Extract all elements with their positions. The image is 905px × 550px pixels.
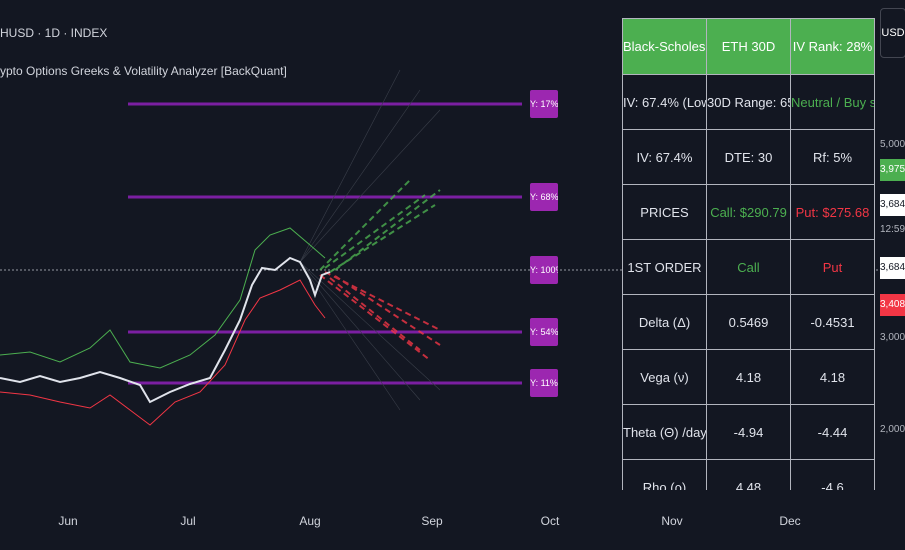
table-cell: Put [790,239,875,295]
price-label: 5,000. [880,139,905,150]
price-label: 3,000. [880,332,905,343]
projection-fan [299,69,441,411]
price-label: 3,684. [880,194,905,216]
level-label: Y: 11% [530,369,558,397]
table-cell: IV: 67.4% [622,129,707,185]
table-cell: -4.6 [790,459,875,490]
currency-button[interactable]: USD [880,8,905,58]
level-lines [128,102,522,385]
time-label: Aug [299,514,321,528]
price-label: 3,684. [880,257,905,279]
table-cell: Delta (Δ) [622,294,707,350]
price-label: 12:59: [880,224,905,235]
table-row: IV: 67.4% (Low)30D Range: 65-73%Neutral … [622,74,875,130]
upper-band [0,227,326,369]
put-projections [319,271,441,361]
table-cell: 0.5469 [706,294,791,350]
table-cell: IV: 67.4% (Low) [622,74,707,130]
time-label: Nov [661,514,683,528]
table-cell: Call: $290.79 [706,184,791,240]
table-cell: -4.44 [790,404,875,460]
time-label: Dec [779,514,801,528]
table-cell: Neutral / Buy spreads [790,74,875,130]
table-cell: Rho (ρ) [622,459,707,490]
symbol-title: HUSD · 1D · INDEX [0,26,108,40]
table-cell: 30D Range: 65-73% [706,74,791,130]
indicator-name: ypto Options Greeks & Volatility Analyze… [0,64,287,78]
table-row: Delta (Δ) 0.5469 -0.4531 [622,294,875,350]
table-row: Theta (Θ) /day -4.94 -4.44 [622,404,875,460]
time-label: Jun [58,514,78,528]
table-cell: Rf: 5% [790,129,875,185]
table-cell: -4.94 [706,404,791,460]
time-label: Oct [540,514,560,528]
table-cell: 4.18 [790,349,875,405]
table-cell: PRICES [622,184,707,240]
table-row: Rho (ρ) 4.48 -4.6 [622,459,875,490]
table-cell: IV Rank: 28% [790,18,875,75]
table-cell: ETH 30D [706,18,791,75]
level-label: Y: 54% [530,318,558,346]
table-cell: 4.48 [706,459,791,490]
table-row: 1ST ORDER Call Put [622,239,875,295]
price-label: 2,000. [880,424,905,435]
price-label: 3,975. [880,159,905,181]
table-cell: Vega (ν) [622,349,707,405]
table-cell: 4.18 [706,349,791,405]
table-row: IV: 67.4% DTE: 30 Rf: 5% [622,129,875,185]
price-label: 3,408. [880,294,905,316]
table-cell: DTE: 30 [706,129,791,185]
level-label: Y: 100% [530,256,558,284]
level-label: Y: 68% [530,183,558,211]
table-cell: Call [706,239,791,295]
table-row: Vega (ν) 4.18 4.18 [622,349,875,405]
table-cell: Black-Scholes Model [622,18,707,75]
price-series [0,256,331,404]
table-cell: 1ST ORDER [622,239,707,295]
table-cell: Put: $275.68 [790,184,875,240]
time-label: Jul [180,514,196,528]
level-label: Y: 17% [530,90,558,118]
lower-band [0,279,326,426]
table-cell: Theta (Θ) /day [622,404,707,460]
call-projections [319,179,441,273]
time-label: Sep [421,514,443,528]
table-row: PRICES Call: $290.79 Put: $275.68 [622,184,875,240]
table-cell: -0.4531 [790,294,875,350]
